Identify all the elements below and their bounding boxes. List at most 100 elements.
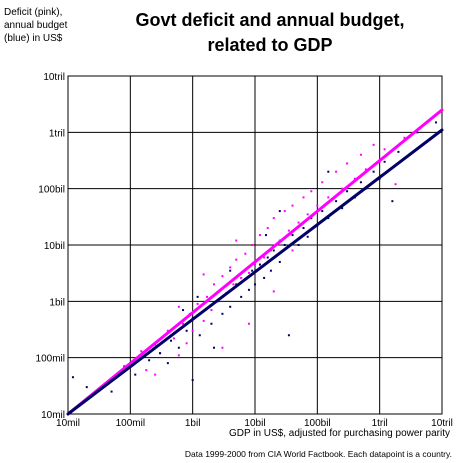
deficit-point	[196, 302, 199, 305]
deficit-point	[221, 346, 224, 349]
deficit-point	[166, 329, 169, 332]
deficit-point	[302, 196, 305, 199]
budget-point	[416, 131, 419, 134]
deficit-point	[306, 213, 309, 216]
budget-point	[213, 346, 216, 349]
deficit-point	[346, 162, 349, 165]
deficit-point	[202, 319, 205, 322]
budget-point	[278, 260, 281, 263]
deficit-point	[287, 229, 290, 232]
deficit-point	[258, 234, 261, 237]
budget-point	[159, 352, 162, 355]
deficit-point	[353, 177, 356, 180]
budget-point	[229, 305, 232, 308]
deficit-point	[272, 217, 275, 220]
budget-point	[254, 283, 256, 286]
budget-point	[272, 249, 275, 252]
budget-point	[278, 210, 281, 213]
deficit-point	[172, 337, 175, 340]
y-tick-label: 10tril	[43, 72, 65, 83]
deficit-point	[229, 266, 232, 269]
budget-point	[263, 276, 266, 279]
budget-point	[170, 339, 173, 342]
deficit-point	[272, 290, 275, 293]
deficit-point	[232, 283, 235, 286]
budget-point	[240, 295, 243, 298]
x-tick-label: 1bil	[185, 418, 201, 429]
budget-point	[191, 379, 194, 382]
x-tick-label: 100mil	[116, 418, 145, 429]
y-axis-title: Deficit (pink), annual budget (blue) in …	[4, 7, 68, 44]
budget-point	[434, 121, 437, 124]
deficit-point	[213, 283, 216, 286]
budget-point	[134, 373, 137, 376]
deficit-point	[145, 369, 148, 372]
deficit-point	[263, 256, 266, 259]
deficit-point	[403, 136, 406, 139]
deficit-point	[327, 196, 330, 199]
deficit-point	[372, 143, 375, 146]
budget-point	[71, 376, 74, 379]
budget-point	[397, 150, 400, 153]
budget-point	[229, 269, 232, 272]
budget-point	[327, 170, 330, 173]
deficit-point	[297, 221, 300, 224]
deficit-point	[247, 322, 250, 325]
chart-footnote: Data 1999-2000 from CIA World Factbook. …	[184, 449, 452, 459]
deficit-point	[316, 204, 319, 207]
deficit-point	[244, 252, 247, 255]
y-tick-label: 10mil	[41, 410, 65, 421]
x-axis-title: GDP in US$, adjusted for purchasing powe…	[228, 428, 450, 439]
trend-lines	[66, 108, 444, 416]
y-tick-label: 100mil	[36, 354, 65, 365]
deficit-point	[235, 258, 238, 261]
deficit-point	[235, 239, 238, 242]
x-tick-label: 1tril	[372, 418, 388, 429]
deficit-trend-line	[66, 108, 444, 416]
budget-point	[264, 234, 267, 237]
chart-title: Govt deficit and annual budget, related …	[135, 10, 405, 55]
y-tick-label: 100bil	[38, 185, 65, 196]
budget-point	[346, 190, 349, 193]
budget-point	[291, 234, 294, 237]
y-tick-label: 1bil	[49, 297, 65, 308]
budget-point	[269, 269, 272, 272]
deficit-point	[177, 354, 180, 357]
budget-point	[198, 334, 201, 337]
deficit-point	[383, 148, 386, 151]
budget-point	[321, 210, 324, 213]
budget-point	[297, 244, 300, 246]
deficit-point	[321, 181, 324, 184]
tick-labels: 10mil 100mil 1bil 10bil 100bil 1tril 10tril 10m…	[36, 72, 453, 429]
budget-point	[247, 288, 250, 291]
budget-point	[221, 312, 224, 315]
y-tick-label: 10bil	[44, 241, 65, 252]
budget-point	[182, 309, 185, 312]
budget-point	[341, 207, 344, 210]
deficit-point	[140, 350, 143, 353]
deficit-point	[364, 168, 367, 171]
budget-point	[185, 329, 188, 332]
deficit-point	[177, 305, 180, 308]
x-tick-label: 10mil	[56, 418, 80, 429]
y-tick-label: 1tril	[49, 128, 65, 139]
deficit-point	[394, 183, 397, 186]
x-tick-label: 10bil	[244, 418, 265, 429]
deficit-point	[191, 329, 194, 332]
budget-point	[196, 295, 199, 298]
budget-point	[177, 346, 180, 349]
deficit-point	[254, 263, 256, 266]
deficit-point	[247, 271, 250, 274]
deficit-point	[359, 153, 362, 156]
deficit-point	[310, 190, 313, 193]
budget-point	[391, 200, 394, 203]
deficit-point	[202, 273, 205, 276]
budget-point	[302, 227, 305, 230]
budget-point	[148, 359, 151, 362]
budget-point	[310, 217, 313, 220]
budget-point	[166, 362, 169, 365]
budget-point	[266, 256, 269, 259]
deficit-point	[221, 275, 224, 278]
deficit-point	[341, 187, 344, 190]
